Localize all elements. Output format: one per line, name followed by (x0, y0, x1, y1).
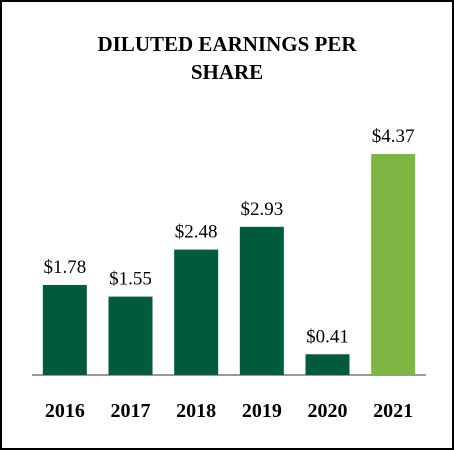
value-label: $2.48 (175, 222, 218, 243)
x-tick-label: 2018 (176, 400, 216, 422)
bar (174, 249, 219, 375)
bar (305, 354, 350, 375)
value-label: $2.93 (240, 199, 283, 220)
chart-title: DILUTED EARNINGS PER SHARE (97, 32, 357, 84)
bar (371, 154, 416, 375)
value-label: $0.41 (306, 326, 349, 347)
x-tick-label: 2019 (242, 400, 282, 422)
value-label: $4.37 (372, 126, 415, 147)
value-label: $1.55 (109, 269, 152, 290)
bar (239, 226, 284, 375)
x-tick-label: 2016 (45, 400, 85, 422)
bar (108, 296, 153, 375)
value-label: $1.78 (43, 257, 86, 278)
x-tick-label: 2017 (111, 400, 151, 422)
bar (42, 284, 87, 375)
x-tick-label: 2020 (308, 400, 348, 422)
x-tick-label: 2021 (373, 400, 413, 422)
